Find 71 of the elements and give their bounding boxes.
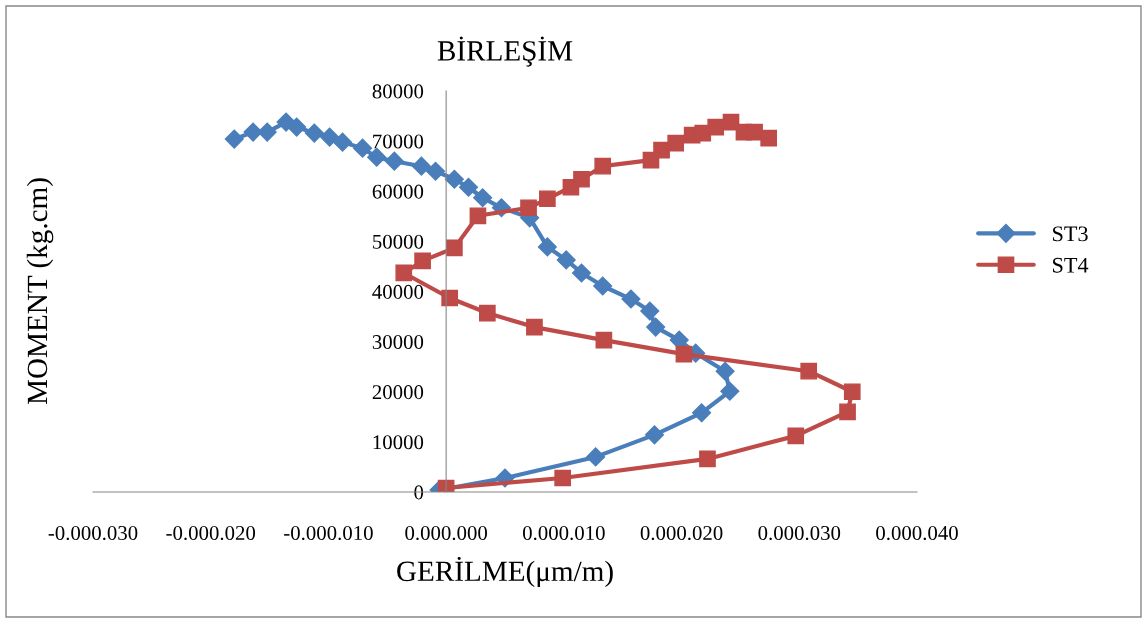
chart-title: BİRLEŞİM (437, 36, 573, 67)
point (473, 188, 493, 208)
y-tick-label: 10000 (373, 435, 424, 450)
point (715, 361, 735, 381)
y-tick-label: 40000 (372, 284, 424, 299)
point (333, 132, 353, 152)
y-tick-label: 30000 (372, 335, 424, 350)
x-tick-label: 0.000.030 (758, 525, 841, 541)
point (224, 129, 244, 149)
point (573, 170, 590, 188)
point (571, 263, 592, 283)
point (692, 403, 712, 423)
point (367, 147, 387, 167)
point (444, 169, 464, 189)
point (675, 345, 693, 363)
point (276, 112, 296, 132)
point (469, 207, 487, 225)
point (320, 127, 340, 147)
point (556, 250, 576, 270)
y-axis-title: MOMENT (kg.cm) (26, 178, 54, 405)
point (593, 276, 613, 296)
point (554, 469, 572, 487)
point (384, 151, 404, 171)
point (640, 301, 660, 321)
y-tick-label: 60000 (372, 184, 424, 199)
point (539, 190, 556, 208)
point (707, 118, 725, 136)
point (843, 383, 861, 401)
point (411, 156, 431, 176)
y-tick-label: 70000 (373, 134, 424, 149)
y-tick-label: 0 (414, 485, 424, 500)
point (760, 129, 778, 147)
point (426, 161, 446, 181)
x-tick-label: -0.000.020 (166, 525, 256, 541)
y-tick-label: 80000 (372, 84, 424, 99)
point (446, 239, 463, 257)
point (304, 123, 324, 143)
point (839, 403, 856, 421)
point (257, 122, 277, 142)
point (537, 237, 557, 257)
point (720, 381, 740, 401)
point (414, 252, 431, 270)
point (520, 199, 537, 217)
legend-label: ST4 (1053, 257, 1089, 273)
point (243, 122, 263, 142)
legend-label: ST3 (1053, 226, 1088, 242)
point (586, 447, 606, 467)
point (353, 138, 373, 158)
x-tick-label: -0.000.010 (284, 525, 373, 541)
x-tick-label: 0.000.020 (640, 525, 723, 541)
point (458, 177, 479, 197)
point (787, 427, 805, 445)
point (287, 117, 307, 137)
x-tick-label: -0.000.030 (48, 525, 138, 541)
point (395, 264, 413, 282)
point (526, 318, 543, 336)
point (644, 425, 665, 445)
point (699, 450, 716, 468)
y-tick-label: 20000 (372, 385, 424, 400)
point (800, 362, 818, 380)
point (594, 157, 612, 175)
y-tick-label: 50000 (373, 234, 424, 249)
point (621, 289, 641, 309)
point (667, 134, 685, 152)
x-tick-label: 0.000.010 (522, 525, 605, 541)
x-tick-label: 0.000.000 (405, 525, 488, 541)
point (479, 304, 496, 322)
x-axis-title: GERİLME(μm/m) (397, 556, 613, 588)
point (595, 331, 613, 349)
point (646, 317, 666, 337)
x-tick-label: 0.000.040 (876, 525, 958, 541)
